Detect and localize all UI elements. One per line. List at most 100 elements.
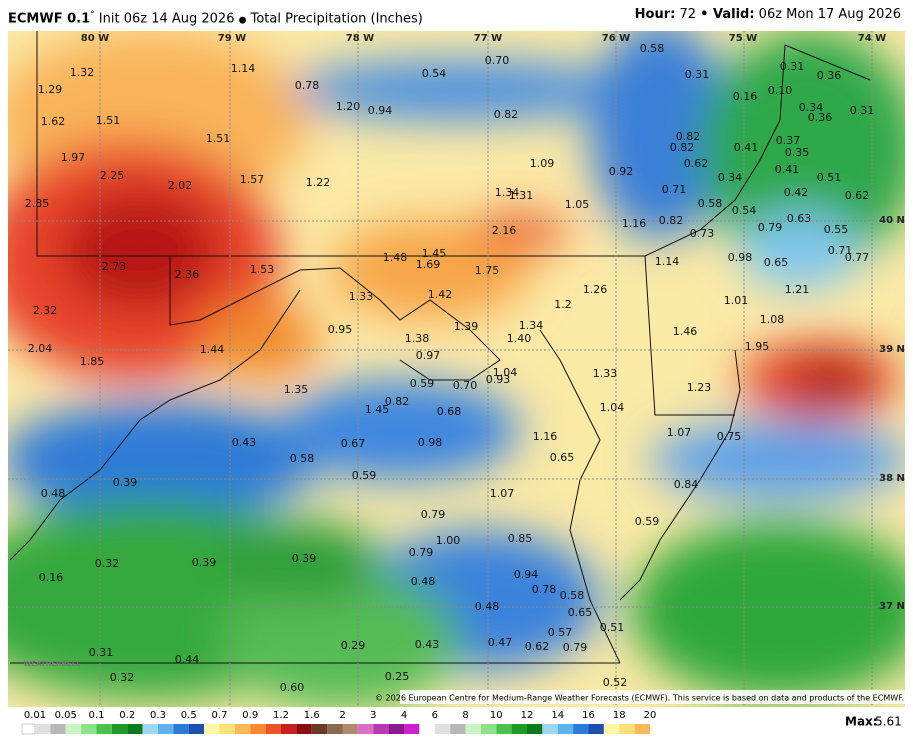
- precip-value: 0.59: [352, 469, 377, 482]
- precip-value: 1.46: [673, 325, 698, 338]
- legend-tick: 0.3: [150, 710, 166, 721]
- precip-value: 1.69: [416, 258, 441, 271]
- precip-value: 0.48: [475, 600, 500, 613]
- legend-tick: 14: [551, 710, 564, 721]
- colorbar-swatch: [281, 724, 297, 734]
- precip-value: 0.94: [514, 568, 539, 581]
- precip-value: 2.73: [102, 260, 127, 273]
- precip-value: 0.71: [828, 244, 853, 257]
- longitude-label: 79 W: [218, 33, 246, 44]
- legend-tick: 0.1: [89, 710, 105, 721]
- precip-value: 1.08: [760, 313, 785, 326]
- precip-value: 2.25: [100, 169, 125, 182]
- precip-value: 1.26: [583, 283, 608, 296]
- colorbar-swatch: [234, 724, 251, 734]
- legend-tick: 2: [339, 710, 345, 721]
- colorbar-swatch: [173, 724, 189, 734]
- precip-value: 1.45: [365, 403, 390, 416]
- precip-value: 1.16: [533, 430, 558, 443]
- colorbar-swatch: [204, 724, 220, 734]
- precip-value: 0.68: [437, 405, 462, 418]
- borders: [9, 31, 871, 664]
- precip-value: 0.65: [550, 451, 575, 464]
- precip-value: 1.57: [240, 173, 265, 186]
- precip-value: 0.39: [113, 476, 138, 489]
- precip-value: 1.04: [493, 366, 518, 379]
- precip-value: 2.04: [28, 342, 53, 355]
- precip-value: 0.52: [603, 676, 628, 689]
- valid: 06z Mon 17 Aug 2026: [758, 7, 901, 22]
- precip-value: 2.85: [25, 197, 50, 210]
- precip-value: 0.77: [845, 251, 870, 264]
- precip-value: 0.82: [659, 214, 684, 227]
- precip-value: 1.22: [306, 176, 331, 189]
- colorbar-swatch: [342, 724, 358, 734]
- colorbar-swatch: [188, 724, 205, 734]
- precip-value: 1.62: [41, 115, 66, 128]
- precip-value: 0.39: [292, 552, 317, 565]
- precip-value: 1.95: [745, 340, 770, 353]
- colorbar-swatch: [404, 724, 420, 734]
- init: Init 06z 14 Aug 2026: [98, 11, 235, 27]
- precip-value: 0.67: [341, 437, 366, 450]
- precip-value: 1.45: [422, 247, 447, 260]
- precip-value: 1.51: [206, 132, 231, 145]
- precip-value: 0.82: [670, 141, 695, 154]
- precip-value: 0.82: [494, 108, 519, 121]
- colorbar-swatch: [496, 724, 512, 734]
- latitude-label: 39 N: [879, 344, 905, 355]
- precip-value: 1.07: [667, 426, 692, 439]
- legend-tick: 8: [462, 710, 468, 721]
- precip-value: 0.51: [600, 621, 625, 634]
- precip-value: 1.35: [284, 383, 309, 396]
- header: ECMWF 0.1° Init 06z 14 Aug 2026 ● Total …: [0, 0, 913, 30]
- colorbar-swatch: [434, 724, 451, 734]
- longitude-label: 78 W: [346, 33, 374, 44]
- legend-tick: 0.01: [24, 710, 46, 721]
- precip-value: 0.98: [418, 436, 443, 449]
- legend-tick: 18: [613, 710, 626, 721]
- colorbar-swatch: [81, 724, 97, 734]
- colorbar-swatch: [250, 724, 266, 734]
- legend-tick: 4: [401, 710, 407, 721]
- precip-value: 0.54: [422, 67, 447, 80]
- precip-value: 0.31: [780, 60, 805, 73]
- precip-value: 0.39: [192, 556, 217, 569]
- header-right: Hour: 72 • Valid: 06z Mon 17 Aug 2026: [635, 0, 901, 30]
- legend-tick: 0.5: [181, 710, 197, 721]
- degree: °: [90, 10, 95, 20]
- precip-value: 0.58: [290, 452, 315, 465]
- colorbar-swatch: [511, 724, 527, 734]
- longitude-label: 76 W: [602, 33, 630, 44]
- colorbar-swatch: [465, 724, 481, 734]
- colorbar-swatch: [111, 724, 128, 734]
- legend-tick: 16: [582, 710, 595, 721]
- header-left: ECMWF 0.1° Init 06z 14 Aug 2026 ● Total …: [8, 0, 423, 35]
- colorbar-swatch: [634, 724, 650, 734]
- latitude-label: 40 N: [879, 215, 905, 226]
- precip-value: 0.58: [640, 42, 665, 55]
- precip-value: 0.34: [718, 171, 743, 184]
- colorbar-swatch: [158, 724, 174, 734]
- graticule: [8, 31, 905, 707]
- precip-value: 0.37: [776, 134, 801, 147]
- precip-value: 0.43: [415, 638, 440, 651]
- legend-tick: 6: [432, 710, 438, 721]
- precip-value: 0.63: [787, 212, 812, 225]
- legend-tick: 0.05: [55, 710, 77, 721]
- precip-value: 0.65: [764, 256, 789, 269]
- precip-value: 1.29: [38, 83, 63, 96]
- precip-value: 1.23: [687, 381, 712, 394]
- precip-value: 0.55: [824, 223, 849, 236]
- precip-value: 1.53: [250, 263, 275, 276]
- precip-value: 0.16: [733, 90, 758, 103]
- legend-tick: 0.2: [119, 710, 135, 721]
- precip-value: 0.36: [817, 69, 842, 82]
- precip-value: 2.32: [33, 304, 58, 317]
- hour: 72: [679, 7, 697, 22]
- precip-value: 0.60: [280, 681, 305, 694]
- precip-value: 0.41: [775, 163, 800, 176]
- precip-value: 1.38: [405, 332, 430, 345]
